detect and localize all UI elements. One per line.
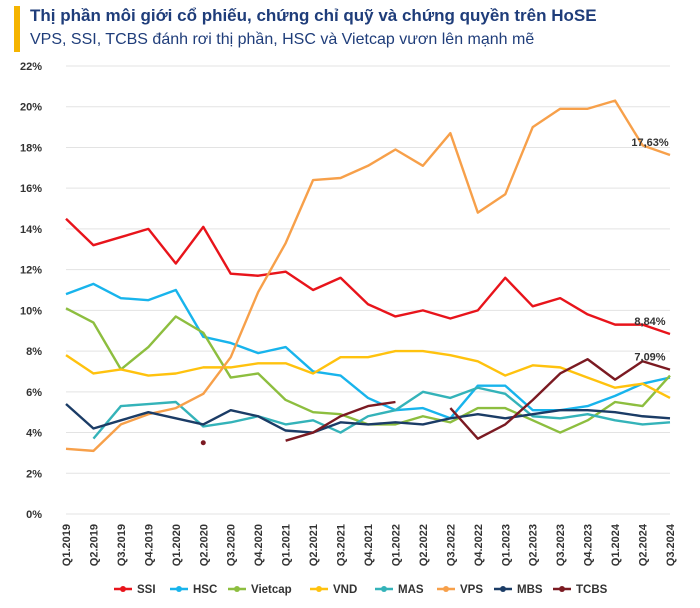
x-tick-label: Q2.2024 (638, 523, 650, 566)
legend-label-mbs: MBS (517, 584, 543, 596)
series-vps-line (65, 99, 671, 453)
chart-title: Thị phần môi giới cổ phiếu, chứng chỉ qu… (30, 6, 597, 25)
x-tick-label: Q2.2023 (528, 524, 540, 566)
y-tick-label: 18% (20, 142, 42, 154)
series-ssi-line (65, 217, 671, 336)
legend-marker-vnd (316, 586, 322, 592)
x-tick-label: Q3.2020 (226, 524, 238, 566)
legend-label-hsc: HSC (193, 584, 217, 596)
chart-subtitle: VPS, SSI, TCBS đánh rơi thị phần, HSC và… (30, 31, 535, 48)
x-tick-label: Q2.2019 (88, 524, 100, 566)
x-tick-label: Q4.2021 (363, 524, 375, 566)
legend-label-ssi: SSI (137, 584, 156, 596)
y-tick-label: 4% (26, 428, 42, 440)
legend-marker-ssi (120, 586, 126, 592)
series-mas-line (92, 386, 671, 440)
x-tick-label: Q4.2020 (253, 524, 265, 566)
series-tcbs-line (285, 400, 396, 442)
legend-label-tcbs: TCBS (576, 584, 608, 596)
x-tick-label: Q1.2019 (61, 524, 73, 566)
legend-marker-tcbs (559, 586, 565, 592)
data-label-vps: 17,63% (631, 137, 669, 149)
legend-label-vietcap: Vietcap (251, 584, 292, 596)
legend-marker-vps (443, 586, 449, 592)
y-tick-label: 12% (20, 265, 42, 277)
legend-label-vps: VPS (460, 584, 483, 596)
x-tick-label: Q2.2021 (308, 524, 320, 566)
x-tick-label: Q1.2022 (390, 524, 402, 566)
x-tick-label: Q4.2023 (583, 524, 595, 566)
y-tick-label: 0% (26, 509, 42, 521)
data-label-ssi: 8,84% (634, 316, 665, 328)
x-tick-label: Q3.2024 (665, 523, 677, 566)
x-tick-label: Q1.2020 (171, 524, 183, 566)
x-tick-label: Q1.2021 (281, 524, 293, 566)
legend-marker-vietcap (234, 586, 240, 592)
legend-marker-hsc (176, 586, 182, 592)
legend-marker-mas (381, 586, 387, 592)
y-tick-label: 22% (20, 61, 42, 73)
y-tick-label: 20% (20, 102, 42, 114)
x-tick-label: Q3.2019 (116, 524, 128, 566)
title-accent-bar (14, 6, 20, 52)
x-tick-label: Q2.2020 (198, 524, 210, 566)
x-tick-label: Q1.2023 (500, 524, 512, 566)
series-tcbs-point (200, 440, 206, 446)
legend-marker-mbs (500, 586, 506, 592)
series-vnd-line (65, 349, 671, 399)
y-tick-label: 6% (26, 387, 42, 399)
series-mbs-line (65, 403, 671, 434)
legend-label-vnd: VND (333, 584, 357, 596)
y-tick-label: 2% (26, 468, 42, 480)
x-tick-label: Q3.2023 (555, 524, 567, 566)
x-tick-label: Q1.2024 (610, 523, 622, 566)
x-tick-label: Q3.2021 (336, 524, 348, 566)
series-tcbs-line (449, 358, 671, 440)
series-hsc-line (65, 282, 671, 420)
x-tick-label: Q4.2019 (143, 524, 155, 566)
x-tick-label: Q3.2022 (445, 524, 457, 566)
y-tick-label: 16% (20, 183, 42, 195)
y-tick-label: 14% (20, 224, 42, 236)
y-tick-label: 10% (20, 305, 42, 317)
data-label-tcbs: 7,09% (634, 352, 665, 364)
x-tick-label: Q2.2022 (418, 524, 430, 566)
y-tick-label: 8% (26, 346, 42, 358)
legend-label-mas: MAS (398, 584, 424, 596)
x-tick-label: Q4.2022 (473, 524, 485, 566)
